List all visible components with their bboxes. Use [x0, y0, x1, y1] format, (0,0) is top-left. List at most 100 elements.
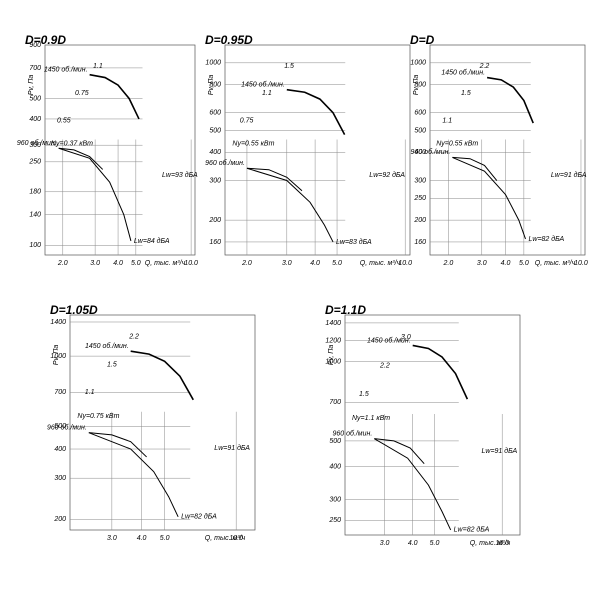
y-tick-label: 400 [209, 149, 221, 156]
curve-label: Lw=82 дБА [529, 235, 565, 243]
annotation: Ny=0.75 кВт [77, 413, 119, 420]
chart-title: D=D [410, 33, 435, 47]
annotation: Lw=91 дБА [214, 444, 250, 452]
annotation: Lw=91 дБА [551, 171, 587, 179]
x-tick-label: 10.0 [229, 535, 243, 542]
annotation: 1.5 [107, 361, 117, 368]
y-axis-label: Pv, Па [28, 75, 35, 96]
annotation: 1.1 [93, 63, 103, 70]
y-tick-label: 500 [29, 95, 41, 102]
x-tick-label: 10.0 [495, 540, 509, 547]
x-tick-label: 5.0 [160, 535, 170, 542]
annotation: 1.1 [442, 117, 452, 124]
curve-label: 1450 об./мин. [241, 80, 285, 88]
y-tick-label: 200 [53, 516, 66, 523]
y-tick-label: 800 [414, 81, 426, 88]
annotation: Ny=0.37 кВт [51, 141, 93, 148]
y-axis-label: Pv, Па [53, 345, 60, 366]
x-tick-label: 5.0 [430, 540, 440, 547]
y-tick-label: 1400 [325, 320, 341, 327]
x-tick-label: 3.0 [477, 260, 487, 267]
curve-label: Lw=82 дБА [181, 513, 217, 521]
x-tick-label: 2.0 [57, 260, 68, 267]
curve-label: 1450 об./мин. [85, 342, 129, 350]
plot-frame [69, 314, 256, 531]
y-tick-label: 600 [209, 110, 221, 117]
annotation: Ny=1.1 кВт [352, 415, 390, 422]
x-tick-label: 5.0 [332, 260, 342, 267]
y-axis-label: Pv, Па [328, 345, 335, 366]
y-tick-label: 1000 [410, 60, 426, 67]
chart-title: D=1.05D [50, 303, 98, 317]
annotation: 0.75 [240, 117, 254, 124]
x-axis-label: Q, тыс. м³/ч [205, 535, 246, 542]
annotation: Ny=0.55 кВт [436, 141, 478, 148]
y-tick-label: 300 [209, 177, 221, 184]
annotation: 0.75 [75, 90, 89, 97]
annotation: 1.5 [461, 90, 471, 97]
y-tick-label: 500 [329, 438, 341, 445]
y-tick-label: 500 [54, 423, 66, 430]
annotation: 1.5 [359, 391, 369, 398]
curve [374, 438, 452, 531]
y-tick-label: 200 [413, 217, 426, 224]
y-tick-label: 300 [29, 142, 41, 149]
y-tick-label: 250 [328, 517, 341, 524]
y-axis-label: Pv, Па [413, 75, 420, 96]
x-tick-label: 4.0 [137, 535, 147, 542]
annotation: Lw=91 дБА [482, 447, 518, 455]
curve [58, 147, 104, 170]
curve-label: 960 об./мин. [47, 424, 87, 432]
curve [130, 350, 194, 401]
annotation: 1.1 [85, 389, 95, 396]
x-tick-label: 3.0 [282, 260, 292, 267]
plot-frame [429, 44, 586, 256]
curve-label: Lw=82 дБА [454, 526, 490, 534]
y-tick-label: 250 [413, 195, 426, 202]
plot-frame [44, 44, 196, 256]
curve [412, 344, 469, 400]
x-tick-label: 2.0 [443, 260, 454, 267]
curve-label: 1450 об./мин. [44, 66, 88, 74]
x-tick-label: 3.0 [107, 535, 117, 542]
chart-title: D=0.95D [205, 33, 253, 47]
y-tick-label: 700 [29, 65, 41, 72]
annotation: Lw=92 дБА [369, 171, 405, 179]
plot-frame [224, 44, 411, 256]
y-tick-label: 1000 [205, 60, 221, 67]
y-tick-label: 400 [414, 149, 426, 156]
x-tick-label: 4.0 [113, 260, 123, 267]
x-tick-label: 10.0 [184, 260, 198, 267]
annotation: 2.2 [479, 63, 490, 70]
y-tick-label: 300 [54, 475, 66, 482]
curve [58, 147, 132, 242]
y-tick-label: 300 [329, 496, 341, 503]
curve-label: 1450 об./мин. [367, 336, 411, 344]
y-tick-label: 500 [209, 127, 221, 134]
chart-title: D=1.1D [325, 303, 366, 317]
curve-label: 960 об./мин. [411, 148, 451, 156]
y-tick-label: 900 [29, 42, 41, 49]
curve [88, 432, 147, 458]
x-tick-label: 3.0 [90, 260, 100, 267]
plot-frame [344, 314, 521, 536]
y-tick-label: 800 [209, 81, 221, 88]
curve [452, 156, 498, 181]
annotation: 2.2 [128, 333, 139, 340]
y-tick-label: 1000 [325, 358, 341, 365]
y-tick-label: 250 [28, 159, 41, 166]
annotation: 1.1 [262, 90, 272, 97]
y-tick-label: 1000 [50, 353, 66, 360]
y-tick-label: 600 [414, 110, 426, 117]
curve [89, 73, 140, 120]
annotation: Lw=93 дБА [162, 171, 198, 179]
y-tick-label: 1200 [325, 337, 341, 344]
x-tick-label: 5.0 [131, 260, 141, 267]
curve [246, 167, 334, 243]
curve-label: 960 об./мин. [205, 159, 245, 167]
y-tick-label: 300 [414, 177, 426, 184]
x-tick-label: 10.0 [398, 260, 412, 267]
curve-label: 1450 об./мин. [441, 68, 485, 76]
